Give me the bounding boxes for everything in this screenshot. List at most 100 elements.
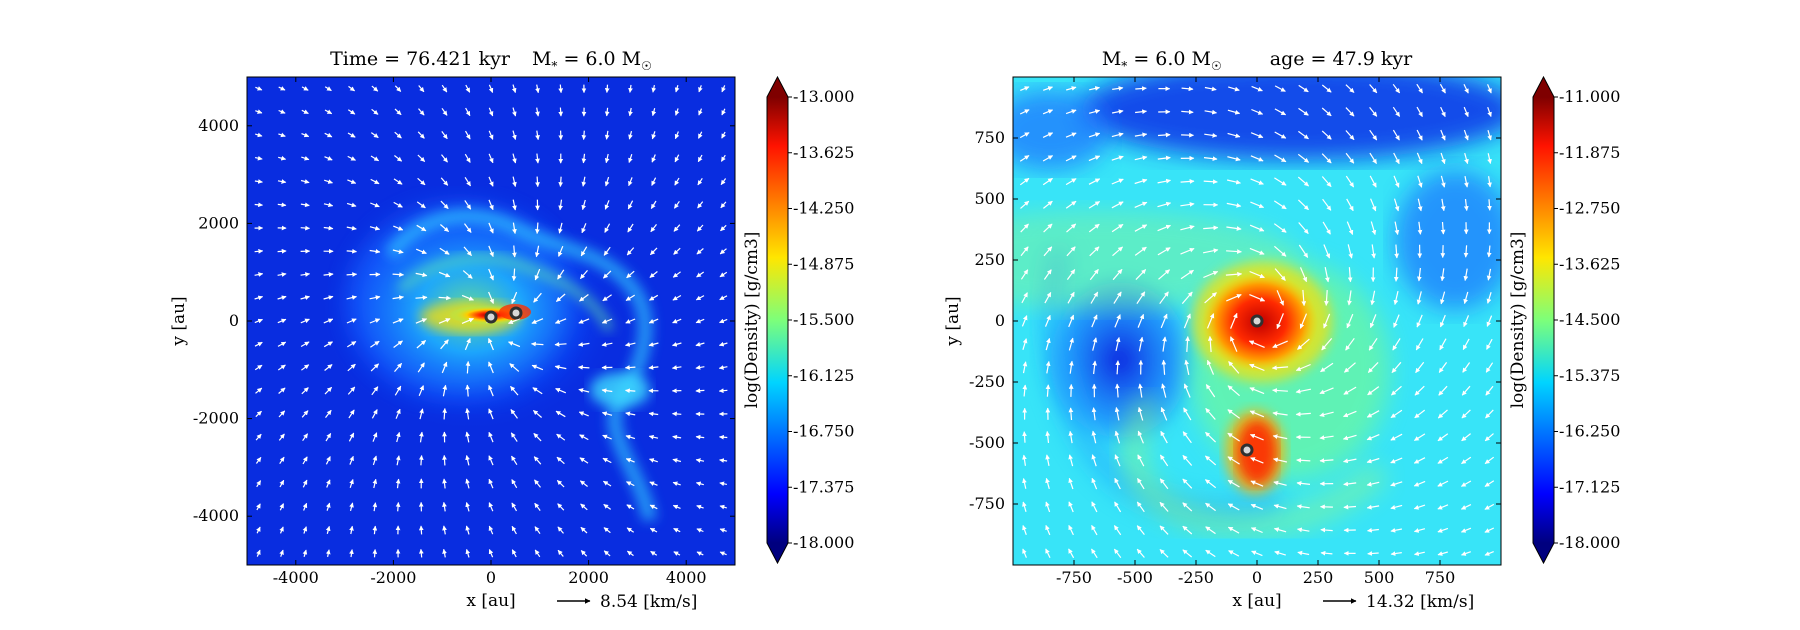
velocity-arrow bbox=[1274, 550, 1286, 556]
velocity-arrow bbox=[464, 176, 472, 187]
velocity-arrow bbox=[1296, 457, 1311, 463]
velocity-arrow bbox=[555, 410, 566, 418]
velocity-arrow bbox=[1019, 132, 1030, 139]
velocity-arrow bbox=[1343, 458, 1357, 464]
velocity-arrow bbox=[535, 107, 540, 117]
velocity-arrow bbox=[255, 387, 263, 394]
velocity-arrow bbox=[1390, 504, 1403, 510]
velocity-arrow bbox=[648, 411, 659, 417]
velocity-arrow bbox=[1297, 527, 1310, 533]
velocity-arrow bbox=[1273, 504, 1287, 510]
velocity-arrow bbox=[627, 550, 634, 557]
velocity-arrow bbox=[1182, 431, 1192, 444]
velocity-arrow bbox=[1366, 410, 1380, 418]
velocity-arrow bbox=[1437, 551, 1448, 556]
x-tick-label: 250 bbox=[1303, 568, 1334, 587]
velocity-arrow bbox=[300, 318, 310, 324]
velocity-arrow bbox=[1230, 336, 1238, 352]
velocity-arrow bbox=[416, 201, 426, 209]
velocity-arrow bbox=[1439, 314, 1446, 328]
velocity-arrow bbox=[1202, 248, 1219, 254]
velocity-arrow bbox=[277, 272, 287, 277]
velocity-arrow bbox=[300, 295, 310, 300]
velocity-arrow bbox=[648, 365, 659, 370]
velocity-arrow bbox=[1019, 154, 1030, 162]
velocity-arrow bbox=[1019, 109, 1030, 115]
velocity-arrow bbox=[442, 384, 448, 397]
velocity-arrow bbox=[1227, 385, 1240, 397]
velocity-arrow bbox=[1440, 268, 1445, 282]
velocity-arrow bbox=[1112, 269, 1123, 281]
velocity-arrow bbox=[441, 84, 448, 93]
velocity-arrow bbox=[721, 108, 726, 116]
velocity-arrow bbox=[323, 225, 334, 231]
velocity-arrow bbox=[1227, 156, 1241, 162]
velocity-arrow bbox=[649, 504, 658, 510]
velocity-arrow bbox=[347, 132, 356, 138]
velocity-arrow bbox=[1461, 433, 1471, 442]
velocity-arrow bbox=[1022, 454, 1027, 466]
velocity-arrow bbox=[1157, 155, 1171, 161]
velocity-arrow bbox=[255, 433, 262, 441]
velocity-arrow bbox=[346, 225, 357, 231]
velocity-arrow bbox=[1368, 337, 1378, 351]
velocity-arrow bbox=[602, 434, 612, 440]
velocity-arrow bbox=[395, 478, 401, 489]
sink-particle bbox=[509, 306, 523, 320]
velocity-arrow bbox=[1134, 155, 1148, 161]
velocity-arrow bbox=[1461, 385, 1471, 396]
velocity-arrow bbox=[1298, 222, 1309, 234]
velocity-arrow bbox=[695, 365, 705, 370]
velocity-arrow bbox=[579, 294, 589, 302]
velocity-arrow bbox=[1321, 338, 1333, 351]
velocity-arrow bbox=[1182, 502, 1193, 512]
velocity-arrow bbox=[1158, 269, 1170, 280]
velocity-arrow bbox=[349, 502, 354, 512]
velocity-arrow bbox=[254, 318, 263, 324]
velocity-arrow bbox=[1319, 387, 1334, 395]
velocity-arrow bbox=[1347, 267, 1353, 283]
velocity-arrow bbox=[1390, 551, 1402, 556]
velocity-arrow bbox=[1114, 501, 1122, 513]
y-tick-label: 250 bbox=[974, 250, 1005, 269]
velocity-arrow bbox=[510, 409, 518, 419]
velocity-arrow bbox=[1205, 431, 1217, 443]
velocity-arrow bbox=[1273, 223, 1287, 233]
velocity-arrow bbox=[1157, 178, 1171, 184]
velocity-arrow bbox=[1460, 504, 1472, 510]
velocity-arrow bbox=[1413, 433, 1426, 442]
velocity-arrow bbox=[277, 341, 287, 347]
velocity-arrow bbox=[697, 177, 703, 186]
velocity-arrow bbox=[1251, 108, 1264, 115]
velocity-arrow bbox=[1137, 454, 1145, 467]
velocity-arrow bbox=[601, 342, 613, 347]
velocity-arrow bbox=[1022, 525, 1027, 536]
y-tick-label: -2000 bbox=[193, 409, 239, 428]
velocity-arrow bbox=[278, 86, 286, 91]
colorbar-label-1: log(Density) [g/cm3] bbox=[742, 232, 762, 409]
velocity-arrow bbox=[1226, 226, 1242, 231]
velocity-arrow bbox=[603, 550, 611, 557]
velocity-arrow bbox=[1042, 155, 1054, 162]
velocity-arrow bbox=[1065, 155, 1077, 162]
velocity-arrow bbox=[1205, 479, 1217, 489]
velocity-arrow bbox=[625, 294, 636, 302]
colorbar-label-2: log(Density) [g/cm3] bbox=[1508, 232, 1528, 409]
velocity-arrow bbox=[1486, 315, 1493, 327]
velocity-arrow bbox=[1250, 457, 1264, 464]
velocity-arrow bbox=[1205, 502, 1216, 512]
y-tick-label: -750 bbox=[969, 494, 1005, 513]
axes-ticks-2: -750 -500 -250 0 250 500 750 750 500 250 0 -250 -500… bbox=[969, 77, 1501, 587]
velocity-arrow bbox=[1462, 338, 1470, 351]
velocity-arrow bbox=[392, 318, 404, 324]
velocity-arrow bbox=[718, 388, 728, 394]
velocity-arrow bbox=[648, 434, 659, 440]
velocity-arrow bbox=[488, 361, 494, 374]
velocity-arrow bbox=[349, 455, 354, 465]
velocity-arrow bbox=[1343, 410, 1357, 418]
velocity-arrow bbox=[697, 131, 703, 139]
velocity-arrow bbox=[1322, 221, 1331, 235]
velocity-arrow bbox=[1297, 153, 1309, 163]
velocity-arrow bbox=[1321, 176, 1332, 187]
